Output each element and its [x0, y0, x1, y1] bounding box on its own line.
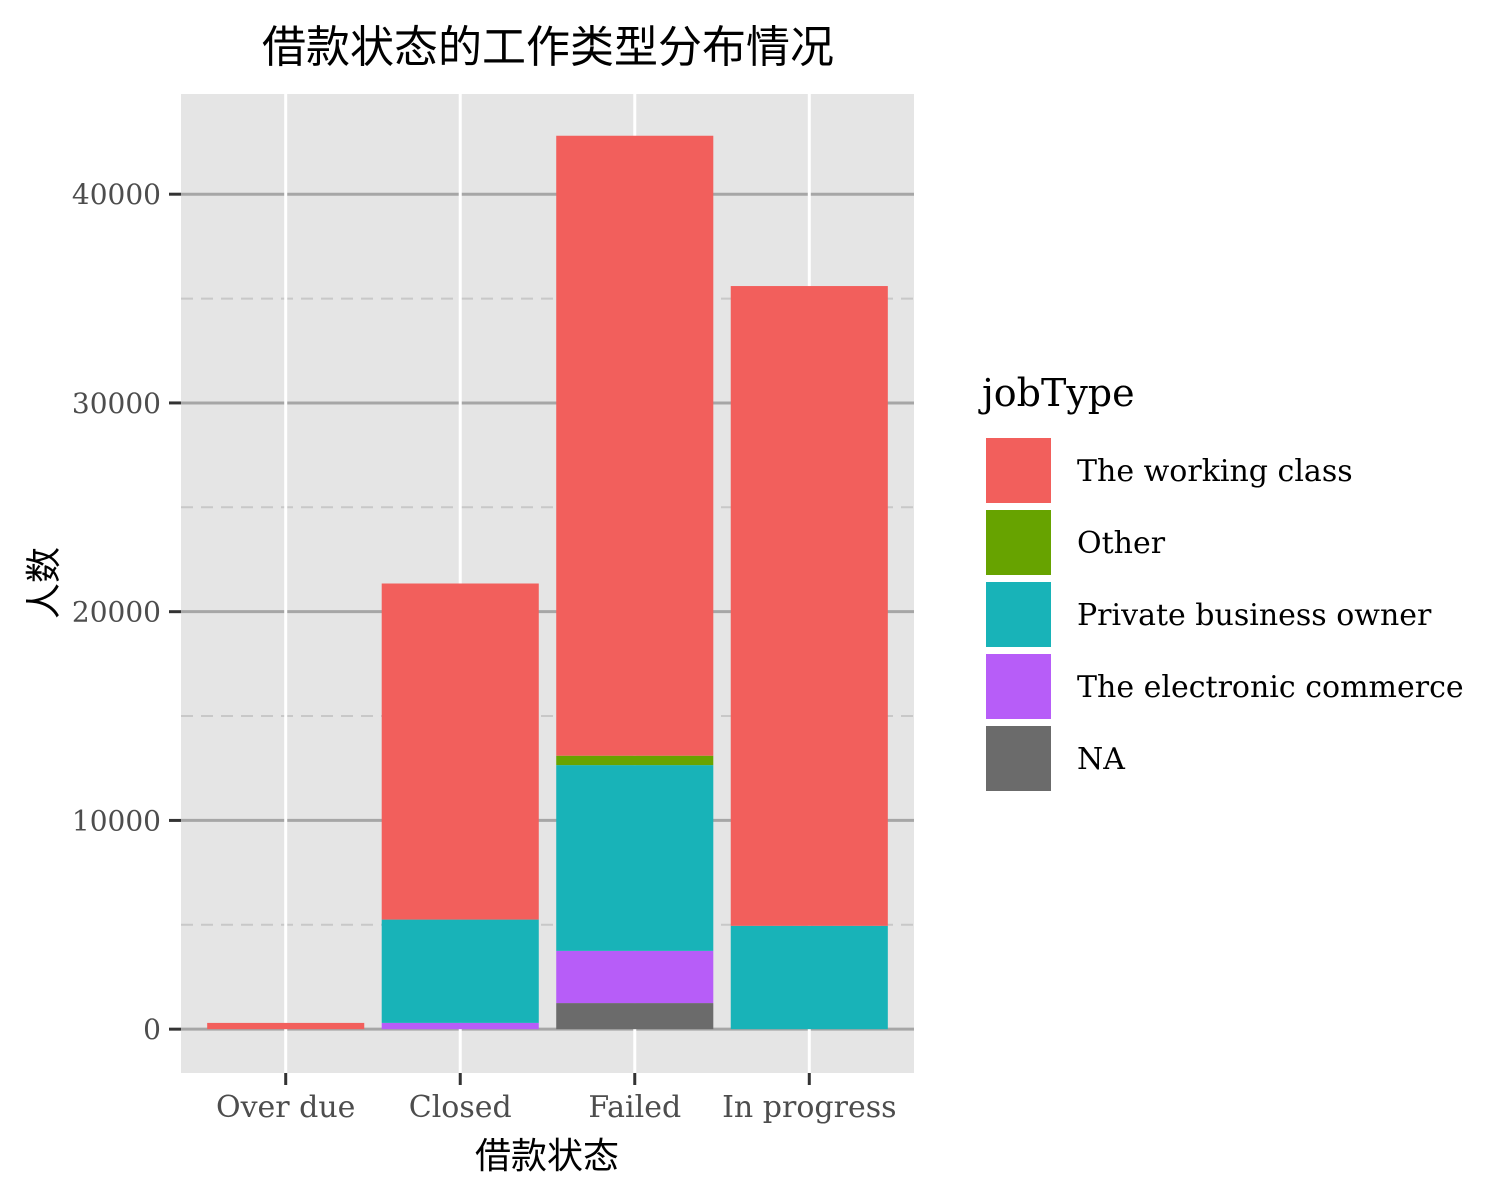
y-axis-title: 人数 — [24, 547, 65, 619]
y-tick-label: 40000 — [72, 178, 161, 211]
bar-segment — [556, 950, 714, 1004]
y-tick-label: 0 — [143, 1013, 161, 1046]
legend-title: jobType — [978, 371, 1135, 415]
x-tick-label: In progress — [722, 1090, 896, 1125]
legend-label: The working class — [1077, 454, 1353, 489]
legend-label: Other — [1077, 526, 1166, 561]
y-axis: 0 10000 20000 30000 40000 — [72, 178, 181, 1046]
legend-label: The electronic commerce — [1077, 670, 1464, 705]
legend-label: NA — [1077, 742, 1125, 777]
legend-key — [984, 652, 1053, 721]
y-tick-label: 20000 — [72, 596, 161, 629]
y-tick-label: 30000 — [72, 387, 161, 420]
x-axis-title: 借款状态 — [475, 1136, 619, 1177]
y-tick-label: 10000 — [72, 804, 161, 837]
chart-title: 借款状态的工作类型分布情况 — [262, 22, 834, 73]
legend: jobType The working class Other Private bu… — [978, 371, 1464, 793]
bar-segment — [730, 925, 888, 1030]
x-tick-label: Failed — [588, 1090, 681, 1125]
bar-segment — [207, 1022, 365, 1030]
x-tick-label: Over due — [216, 1090, 355, 1125]
bar-segment — [556, 1003, 714, 1030]
legend-key — [984, 724, 1053, 793]
x-axis: Over due Closed Failed In progress — [216, 1073, 896, 1125]
bar-segment — [381, 1022, 539, 1030]
bar-segment — [381, 919, 539, 1023]
x-tick-label: Closed — [409, 1090, 512, 1125]
bars — [207, 135, 888, 1030]
legend-key — [984, 436, 1053, 505]
legend-label: Private business owner — [1077, 598, 1432, 633]
bar-segment — [556, 135, 714, 756]
legend-key — [984, 508, 1053, 577]
bar-segment — [381, 583, 539, 920]
bar-segment — [730, 286, 888, 926]
legend-key — [984, 580, 1053, 649]
bar-segment — [556, 755, 714, 766]
bar-segment — [556, 765, 714, 951]
